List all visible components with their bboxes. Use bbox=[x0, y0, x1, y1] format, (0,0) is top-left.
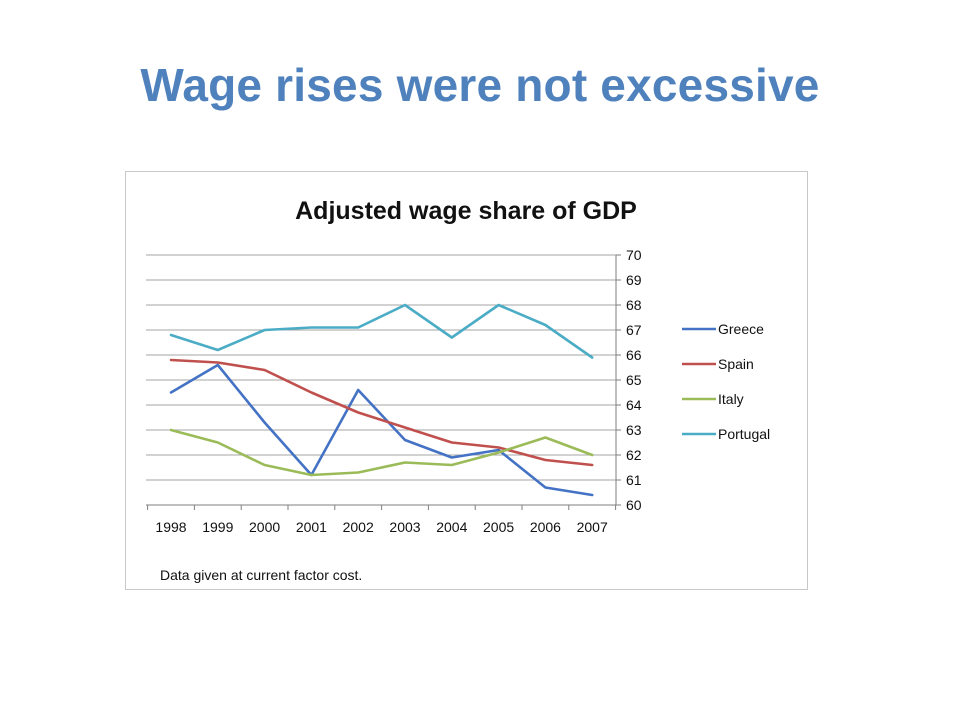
x-tick-label: 2006 bbox=[530, 519, 561, 535]
legend-label-spain: Spain bbox=[718, 356, 754, 372]
y-tick-label: 62 bbox=[626, 447, 642, 463]
series-line-portugal bbox=[169, 303, 594, 359]
y-tick-label: 70 bbox=[626, 247, 642, 263]
x-tick-label: 2004 bbox=[436, 519, 467, 535]
chart-title: Adjusted wage share of GDP bbox=[295, 197, 637, 225]
axes: 60 61 62 63 64 65 66 67 68 69 70 1998 1999 2000 2001 20… bbox=[146, 247, 642, 535]
x-tick-label: 2007 bbox=[577, 519, 608, 535]
y-tick-label: 64 bbox=[626, 397, 642, 413]
x-tick-label: 1998 bbox=[155, 519, 186, 535]
y-tick-label: 69 bbox=[626, 272, 642, 288]
y-tick-label: 63 bbox=[626, 422, 642, 438]
legend-label-portugal: Portugal bbox=[718, 426, 770, 442]
y-tick-label: 67 bbox=[626, 322, 642, 338]
x-tick-label: 2002 bbox=[343, 519, 374, 535]
line-chart: Adjusted wage share of GDP 6061626364656… bbox=[146, 197, 770, 583]
x-tick-label: 2001 bbox=[296, 519, 327, 535]
x-tick-label: 2003 bbox=[389, 519, 420, 535]
series-line-greece bbox=[169, 363, 594, 497]
y-tick-label: 68 bbox=[626, 297, 642, 313]
gridlines bbox=[146, 254, 616, 506]
legend-label-italy: Italy bbox=[718, 391, 744, 407]
series-line-spain bbox=[169, 358, 594, 467]
series-line-italy bbox=[169, 428, 594, 477]
y-tick-label: 61 bbox=[626, 472, 642, 488]
legend: Greece Spain Italy Portugal bbox=[682, 321, 770, 442]
y-tick-label: 66 bbox=[626, 347, 642, 363]
x-tick-label: 2005 bbox=[483, 519, 514, 535]
y-tick-label: 60 bbox=[626, 497, 642, 513]
x-tick-label: 1999 bbox=[202, 519, 233, 535]
y-tick-label: 65 bbox=[626, 372, 642, 388]
series-lines bbox=[169, 303, 594, 497]
slide-title: Wage rises were not excessive bbox=[140, 59, 820, 111]
legend-label-greece: Greece bbox=[718, 321, 764, 337]
chart-frame: Adjusted wage share of GDP 60 61 62 63 64 65 6… bbox=[125, 171, 808, 590]
x-tick-label: 2000 bbox=[249, 519, 280, 535]
chart-footnote: Data given at current factor cost. bbox=[160, 567, 362, 583]
